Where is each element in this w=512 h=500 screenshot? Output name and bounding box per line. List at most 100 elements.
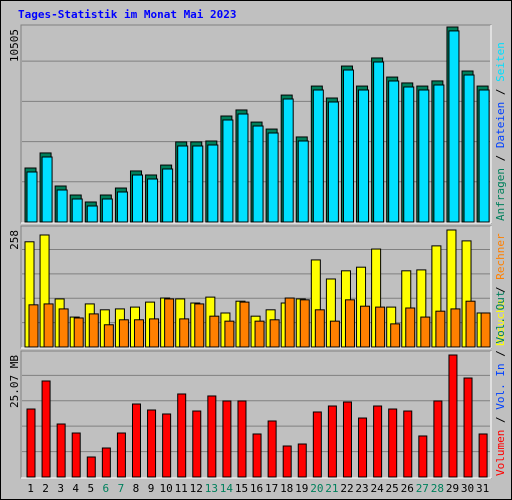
bar [116, 432, 126, 478]
bar [254, 320, 265, 348]
bar [56, 423, 66, 478]
bar [463, 74, 475, 223]
bar [342, 401, 352, 478]
x-tick-label: 21 [325, 482, 338, 495]
bar [252, 125, 264, 223]
bar [41, 156, 53, 223]
bar [222, 119, 234, 223]
x-tick-label: 22 [340, 482, 353, 495]
x-tick-label: 20 [310, 482, 323, 495]
bar [222, 400, 232, 478]
x-tick-label: 16 [250, 482, 263, 495]
bar [239, 301, 250, 348]
bar [194, 303, 205, 348]
x-tick-label: 27 [416, 482, 429, 495]
bar [118, 319, 129, 348]
bar [209, 315, 220, 348]
bar [373, 405, 383, 478]
legend: Besuche / Rechner [494, 233, 507, 346]
legend-separator: / [494, 410, 507, 430]
legend: Anfragen / Dateien / Seiten [494, 42, 507, 221]
bar [360, 305, 371, 348]
legend-entry: Rechner [494, 233, 507, 280]
bar [267, 132, 279, 223]
bar [131, 174, 143, 223]
y-max-label: 10505 [8, 29, 21, 62]
y-max-label: 25.07 MB [8, 355, 21, 408]
x-tick-label: 6 [103, 482, 110, 495]
legend-entry: Vol. In [494, 363, 507, 409]
x-tick-label: 29 [446, 482, 459, 495]
bar [329, 320, 340, 348]
legend-entry: Anfragen [494, 168, 507, 221]
bar [71, 432, 81, 478]
x-tick-label: 30 [461, 482, 474, 495]
bar [88, 313, 99, 348]
bar [207, 395, 217, 478]
bar [375, 306, 386, 348]
bar [86, 456, 96, 478]
x-tick-label: 14 [220, 482, 234, 495]
bar [388, 80, 400, 223]
bar [147, 178, 159, 223]
bar [207, 144, 219, 223]
x-tick-label: 7 [118, 482, 125, 495]
bar [103, 324, 114, 348]
bar [282, 98, 294, 223]
bar [101, 447, 111, 478]
bar [433, 84, 445, 223]
legend-entry: Vol. Out [494, 291, 507, 344]
bar [41, 380, 51, 478]
bar [448, 30, 460, 223]
bar [162, 168, 174, 223]
x-tick-label: 5 [87, 482, 94, 495]
legend: Volumen / Vol. In / Vol. Out [494, 291, 507, 476]
x-tick-label: 9 [148, 482, 155, 495]
x-tick-label: 4 [72, 482, 79, 495]
bar [403, 410, 413, 478]
x-tick-label: 11 [175, 482, 188, 495]
bar [237, 400, 247, 478]
bar [373, 61, 385, 223]
bar [73, 317, 84, 348]
bar [131, 403, 141, 478]
bar [149, 318, 160, 348]
legend-entry: Volumen [494, 430, 507, 476]
bar [147, 409, 157, 478]
bar [252, 433, 262, 478]
bar [56, 189, 68, 223]
x-tick-label: 1 [27, 482, 34, 495]
bar [327, 405, 337, 478]
x-tick-label: 15 [235, 482, 248, 495]
legend-entry: Besuche [494, 300, 507, 346]
x-tick-label: 13 [205, 482, 218, 495]
bar [237, 113, 249, 223]
legend-separator: / [494, 82, 507, 102]
bar [192, 410, 202, 478]
bar [388, 408, 398, 478]
bar [116, 191, 128, 223]
legend-entry: Seiten [494, 42, 507, 82]
bar [224, 320, 235, 348]
bar [86, 205, 98, 223]
x-tick-label: 19 [295, 482, 308, 495]
bar [403, 86, 415, 223]
bar [101, 198, 113, 223]
x-tick-label: 2 [42, 482, 49, 495]
bar [344, 299, 355, 348]
bar [58, 308, 69, 348]
bar [192, 145, 204, 223]
x-tick-label: 31 [476, 482, 489, 495]
bar [480, 312, 491, 348]
bar [133, 319, 144, 348]
bar [297, 443, 307, 478]
chart-title: Tages-Statistik im Monat Mai 2023 [18, 8, 237, 21]
x-tick-label: 17 [265, 482, 278, 495]
bar [162, 413, 172, 478]
bar [177, 393, 187, 478]
x-tick-label: 23 [355, 482, 368, 495]
bar [327, 101, 339, 223]
bar [463, 377, 473, 478]
bar [448, 354, 458, 478]
